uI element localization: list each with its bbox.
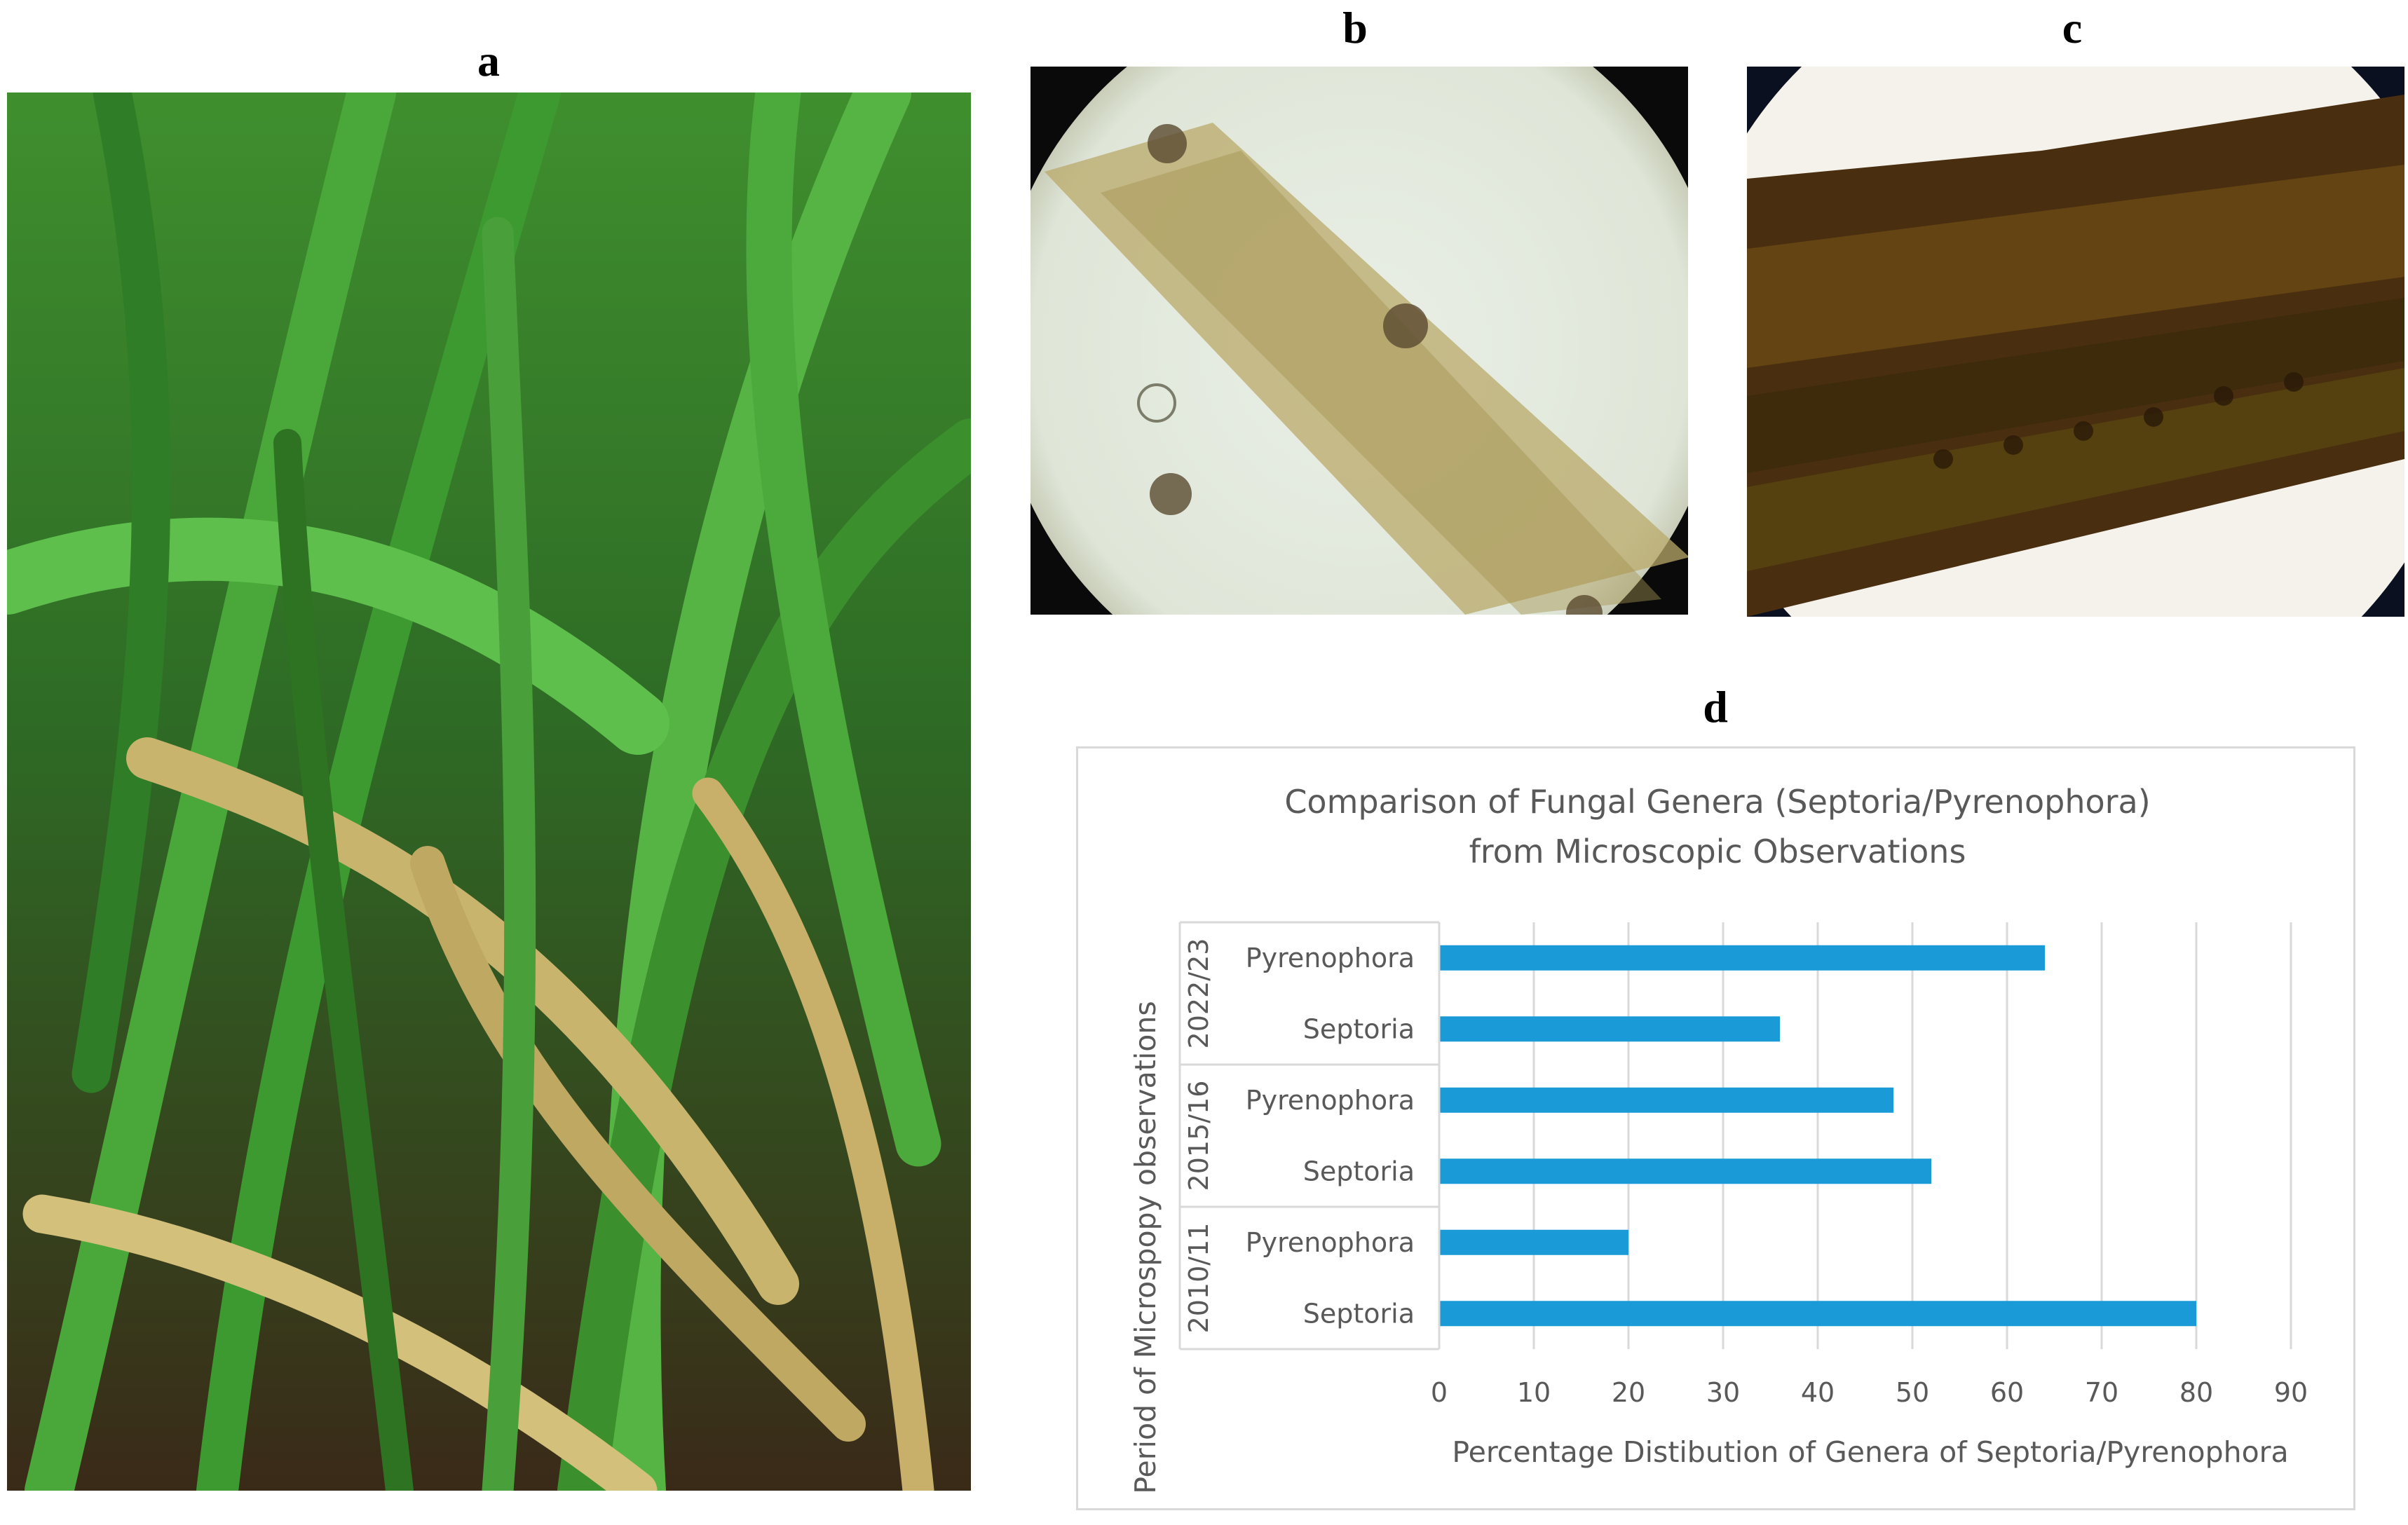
x-tick-label: 50 <box>1896 1377 1929 1408</box>
x-tick-label: 30 <box>1706 1377 1740 1408</box>
x-tick-label: 10 <box>1517 1377 1551 1408</box>
x-tick-label: 0 <box>1431 1377 1448 1408</box>
bar <box>1439 1158 1931 1184</box>
x-tick-label: 60 <box>1990 1377 2024 1408</box>
panel-label-b: b <box>1342 3 1368 53</box>
category-label: Septoria <box>1303 1013 1415 1044</box>
y-axis-title: Period of Microspopy observations <box>1129 1001 1162 1493</box>
category-label: Septoria <box>1303 1156 1415 1187</box>
category-label: Pyrenophora <box>1246 1085 1415 1116</box>
panel-label-c: c <box>2062 3 2083 53</box>
bar <box>1439 1229 1628 1255</box>
bar <box>1439 945 2045 971</box>
bar <box>1439 1301 2196 1327</box>
category-label: Pyrenophora <box>1246 1227 1415 1258</box>
chart-panel: Comparison of Fungal Genera (Septoria/Py… <box>1076 746 2355 1510</box>
x-tick-label: 80 <box>2179 1377 2213 1408</box>
x-tick-label: 70 <box>2085 1377 2118 1408</box>
chart-title-line-2: from Microscopic Observations <box>1469 833 1966 870</box>
panel-label-a: a <box>477 36 500 86</box>
microscope-photo-pycnidia <box>1747 67 2404 617</box>
period-label: 2022/23 <box>1183 938 1214 1049</box>
category-label: Septoria <box>1303 1298 1415 1329</box>
panel-label-d: d <box>1703 682 1728 732</box>
bar-chart: Comparison of Fungal Genera (Septoria/Py… <box>1129 783 2308 1494</box>
x-tick-label: 90 <box>2274 1377 2308 1408</box>
x-tick-label: 40 <box>1801 1377 1835 1408</box>
x-tick-label: 20 <box>1612 1377 1645 1408</box>
period-label: 2010/11 <box>1183 1223 1214 1334</box>
bar <box>1439 1016 1780 1042</box>
x-axis-title: Percentage Distibution of Genera of Sept… <box>1452 1435 2288 1469</box>
wheat-field-photo <box>7 93 971 1491</box>
category-label: Pyrenophora <box>1246 943 1415 973</box>
bar <box>1439 1087 1893 1113</box>
chart-title-line-1: Comparison of Fungal Genera (Septoria/Py… <box>1284 783 2150 821</box>
period-label: 2015/16 <box>1183 1081 1214 1191</box>
microscope-photo-conidiophores <box>1030 67 1688 615</box>
